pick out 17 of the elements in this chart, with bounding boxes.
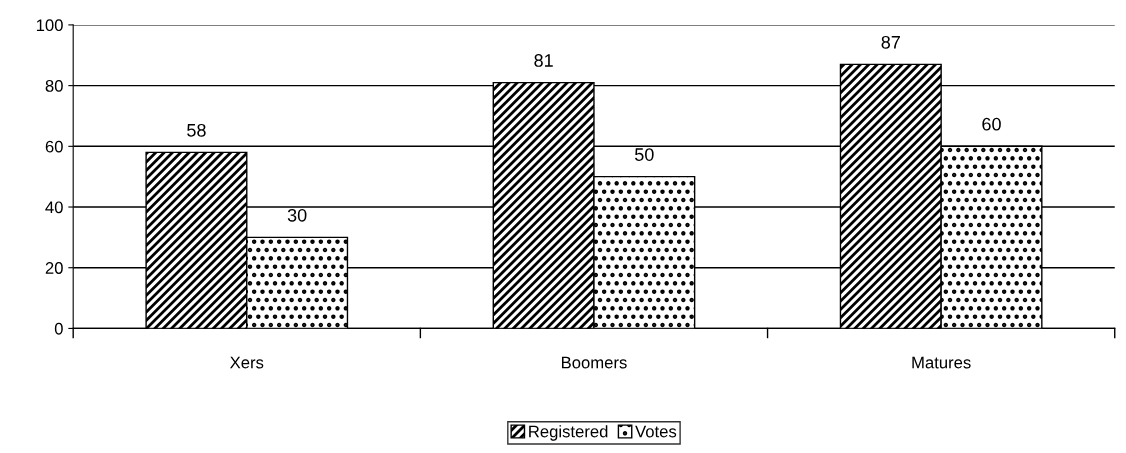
data-label: 50 xyxy=(634,148,654,161)
data-label: 87 xyxy=(881,35,900,49)
x-tick-label: Xers xyxy=(230,356,264,369)
y-tick-label: 80 xyxy=(45,80,63,92)
y-tick-label: 0 xyxy=(54,322,63,335)
legend-label: Registered xyxy=(529,425,608,441)
legend-label: Votes xyxy=(635,425,677,438)
x-tick-label: Matures xyxy=(912,356,971,369)
y-tick-label: 40 xyxy=(45,201,63,214)
data-label: 81 xyxy=(534,54,553,67)
x-tick-label: Boomers xyxy=(561,356,627,369)
data-label: 30 xyxy=(287,208,307,222)
data-label: 60 xyxy=(982,117,1001,131)
y-tick-label: 100 xyxy=(36,19,63,32)
y-tick-label: 60 xyxy=(45,140,63,153)
data-label: 58 xyxy=(187,123,206,137)
y-tick-label: 20 xyxy=(45,262,63,274)
